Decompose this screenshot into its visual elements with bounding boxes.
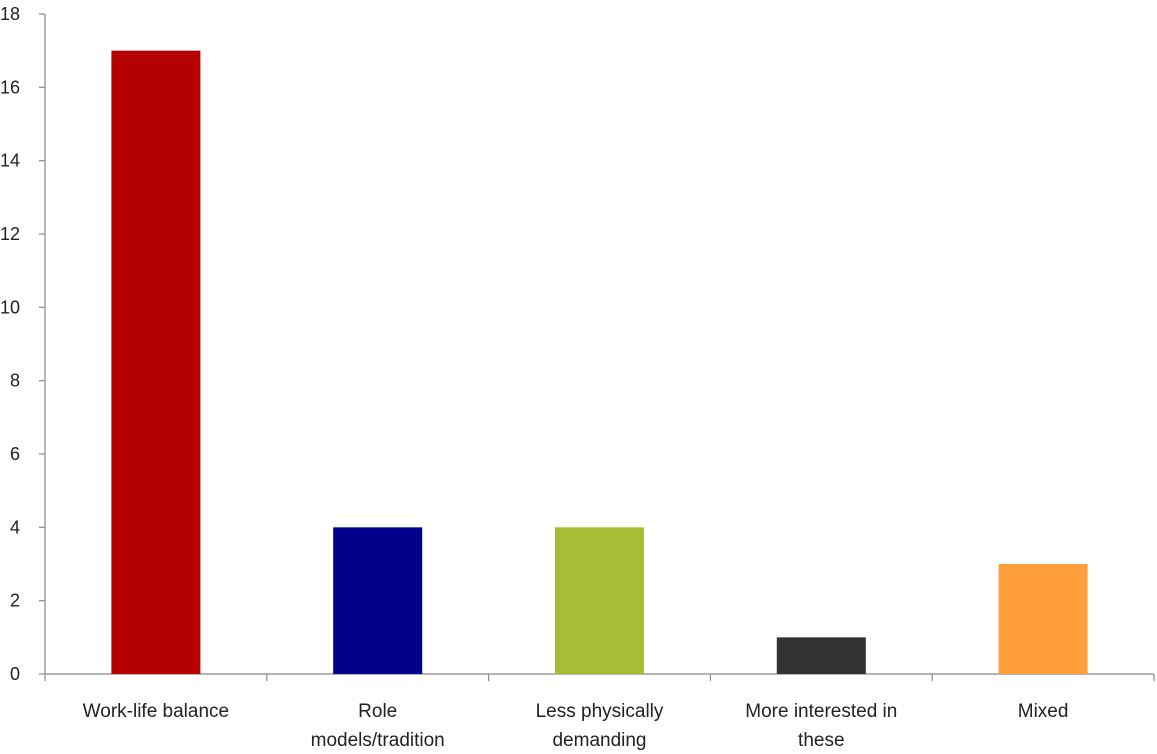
category-label-line: these: [798, 730, 844, 751]
y-tick-label: 6: [10, 444, 20, 464]
y-tick-label: 12: [0, 224, 20, 244]
category-label-line: Role: [358, 701, 397, 722]
bar-role-models-tradition: [333, 527, 423, 674]
category-label-line: Mixed: [1018, 701, 1069, 722]
bar-work-life-balance: [111, 50, 201, 674]
bar-less-physically-demanding: [555, 527, 644, 674]
bars: [111, 50, 1088, 674]
category-label: Mixed: [1018, 701, 1069, 722]
y-tick-label: 2: [10, 591, 20, 611]
y-tick-label: 16: [0, 77, 20, 97]
category-labels: Work-life balance Role models/tradition Les…: [83, 701, 1069, 751]
y-tick-label: 4: [10, 517, 20, 537]
y-axis: 0 2 4 6 8 10 12 14 16 18: [0, 4, 46, 684]
bar-more-interested-in-these: [776, 637, 866, 674]
category-label: Less physically demanding: [536, 701, 664, 751]
x-axis: [44, 673, 1155, 681]
y-tick-label: 18: [0, 4, 20, 24]
y-tick-label: 10: [0, 297, 20, 317]
category-label-line: models/tradition: [311, 730, 445, 751]
y-tick-label: 8: [10, 371, 20, 391]
bar-mixed: [998, 564, 1088, 674]
y-tick-label: 14: [0, 151, 20, 171]
category-label: Work-life balance: [83, 701, 229, 722]
y-tick-label: 0: [10, 664, 20, 684]
category-label-line: Less physically: [536, 701, 664, 722]
category-label: Role models/tradition: [311, 701, 445, 751]
category-label: More interested in these: [745, 701, 897, 751]
category-label-line: demanding: [552, 730, 646, 751]
category-label-line: Work-life balance: [83, 701, 229, 722]
category-label-line: More interested in: [745, 701, 897, 722]
